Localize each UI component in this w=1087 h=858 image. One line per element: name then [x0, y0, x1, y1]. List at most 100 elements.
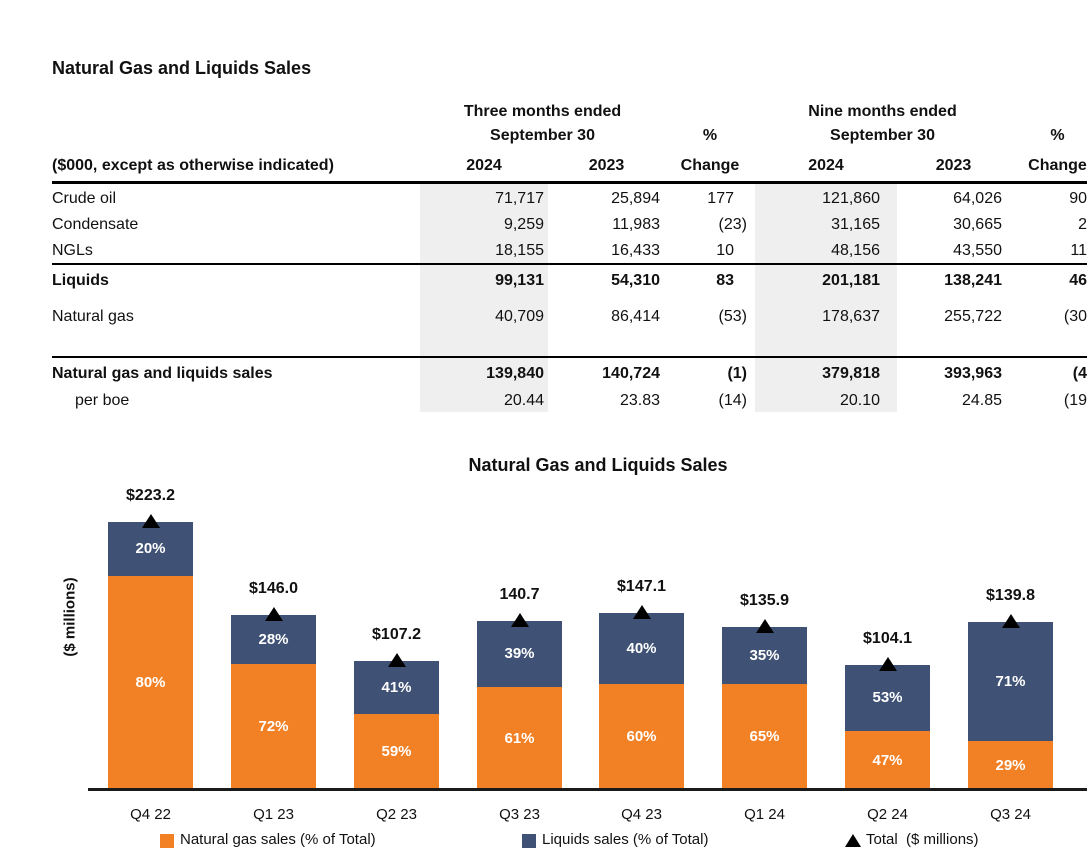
bar-natural-gas-segment [231, 664, 316, 790]
total-value-label: $146.0 [249, 580, 298, 597]
col-group-nine-months-date: September 30 [830, 127, 935, 144]
subtotal-rule-above-liquids [52, 263, 1087, 265]
table-cell: 43,550 [953, 242, 1002, 259]
x-axis-line [88, 788, 1087, 791]
total-value-label: $139.8 [986, 587, 1035, 604]
x-axis-label: Q2 23 [376, 806, 417, 823]
x-axis-label: Q4 23 [621, 806, 662, 823]
gas-percent-label: 61% [504, 730, 535, 747]
bar-natural-gas-segment [722, 684, 807, 790]
bar-liquids-segment [231, 615, 316, 664]
table-cell: 86,414 [611, 308, 660, 325]
liquids-percent-label: 41% [381, 679, 412, 696]
table-cell: 121,860 [822, 190, 880, 207]
table-cell: 46 [1069, 272, 1087, 289]
table-cell: 31,165 [831, 216, 880, 233]
table-cell: (1) [727, 365, 747, 382]
total-rule-above-sales [52, 356, 1087, 358]
pct-header-three-months: % [702, 127, 718, 144]
legend-label: Natural gas sales (% of Total) [180, 831, 376, 848]
table-cell: (4 [1072, 365, 1087, 382]
bar-liquids-segment [354, 661, 439, 714]
table-cell: (23) [718, 216, 747, 233]
col-group-nine-months: Nine months ended [808, 103, 957, 120]
change-header-3mo: Change [680, 157, 740, 174]
gas-percent-label: 65% [749, 728, 780, 745]
legend-triangle-icon [845, 834, 861, 847]
year-header-2023-9mo: 2023 [935, 157, 972, 174]
table-cell: 64,026 [953, 190, 1002, 207]
col-group-three-months-date: September 30 [490, 127, 595, 144]
bar-natural-gas-segment [354, 714, 439, 790]
legend-label: Liquids sales (% of Total) [542, 831, 709, 848]
bar-natural-gas-segment [477, 687, 562, 790]
liquids-percent-label: 35% [749, 647, 780, 664]
table-cell: 25,894 [611, 190, 660, 207]
table-cell: 83 [716, 272, 734, 289]
bar-liquids-segment [108, 522, 193, 576]
table-cell: 138,241 [944, 272, 1002, 289]
change-header-9mo: Change [1028, 157, 1087, 174]
bar-natural-gas-segment [968, 741, 1053, 790]
bar-liquids-segment [477, 621, 562, 687]
x-axis-label: Q1 23 [253, 806, 294, 823]
table-cell: 379,818 [822, 365, 880, 382]
table-cell: 11,983 [612, 216, 660, 233]
table-cell: 11 [1070, 242, 1087, 259]
highlight-column-2024-nine-months [755, 184, 897, 412]
total-marker-icon [387, 653, 406, 667]
pct-header-nine-months: % [1050, 127, 1065, 144]
bar-natural-gas-segment [108, 576, 193, 790]
table-cell: 139,840 [486, 365, 544, 382]
total-value-label: $135.9 [740, 592, 789, 609]
total-marker-icon [878, 657, 897, 671]
liquids-percent-label: 71% [995, 673, 1026, 690]
x-axis-label: Q4 22 [130, 806, 171, 823]
row-label: Natural gas and liquids sales [52, 365, 273, 382]
table-cell: 40,709 [495, 308, 544, 325]
year-header-2024-9mo: 2024 [808, 157, 844, 174]
gas-percent-label: 29% [995, 757, 1026, 774]
col-group-three-months: Three months ended [463, 103, 622, 120]
table-cell: 9,259 [503, 216, 544, 233]
total-marker-icon [264, 607, 283, 621]
total-marker-icon [141, 514, 160, 528]
table-unit-label: ($000, except as otherwise indicated) [52, 157, 334, 174]
legend-swatch-liquids [522, 834, 536, 848]
table-cell: 255,722 [944, 308, 1002, 325]
x-axis-label: Q3 24 [990, 806, 1031, 823]
gas-percent-label: 72% [258, 718, 289, 735]
x-axis-label: Q3 23 [499, 806, 540, 823]
table-cell: 48,156 [831, 242, 880, 259]
legend-swatch-natural-gas [160, 834, 174, 848]
table-cell: 18,155 [495, 242, 544, 259]
x-axis-label: Q2 24 [867, 806, 908, 823]
row-label: Liquids [52, 272, 109, 289]
table-cell: 99,131 [495, 272, 544, 289]
highlight-column-2024-three-months [420, 184, 548, 412]
bar-natural-gas-segment [845, 731, 930, 790]
table-cell: 54,310 [611, 272, 660, 289]
y-axis-label: ($ millions) [61, 577, 79, 657]
bar-liquids-segment [599, 613, 684, 684]
row-label: Natural gas [52, 308, 134, 325]
table-cell: (19 [1063, 392, 1087, 409]
table-cell: 140,724 [602, 365, 660, 382]
total-marker-icon [510, 613, 529, 627]
total-value-label: $107.2 [372, 626, 421, 643]
table-cell: 201,181 [822, 272, 880, 289]
table-cell: 393,963 [944, 365, 1002, 382]
legend-label: Total ($ millions) [866, 831, 979, 848]
table-cell: 178,637 [822, 308, 880, 325]
table-cell: 16,433 [611, 242, 660, 259]
bar-liquids-segment [968, 622, 1053, 741]
table-cell: (53) [718, 308, 747, 325]
bar-natural-gas-segment [599, 684, 684, 790]
year-header-2023-3mo: 2023 [588, 157, 625, 174]
header-rule [52, 181, 1087, 184]
total-value-label: $104.1 [863, 630, 912, 647]
row-label: NGLs [52, 242, 93, 259]
table-cell: (14) [718, 392, 747, 409]
row-label: per boe [75, 392, 130, 409]
